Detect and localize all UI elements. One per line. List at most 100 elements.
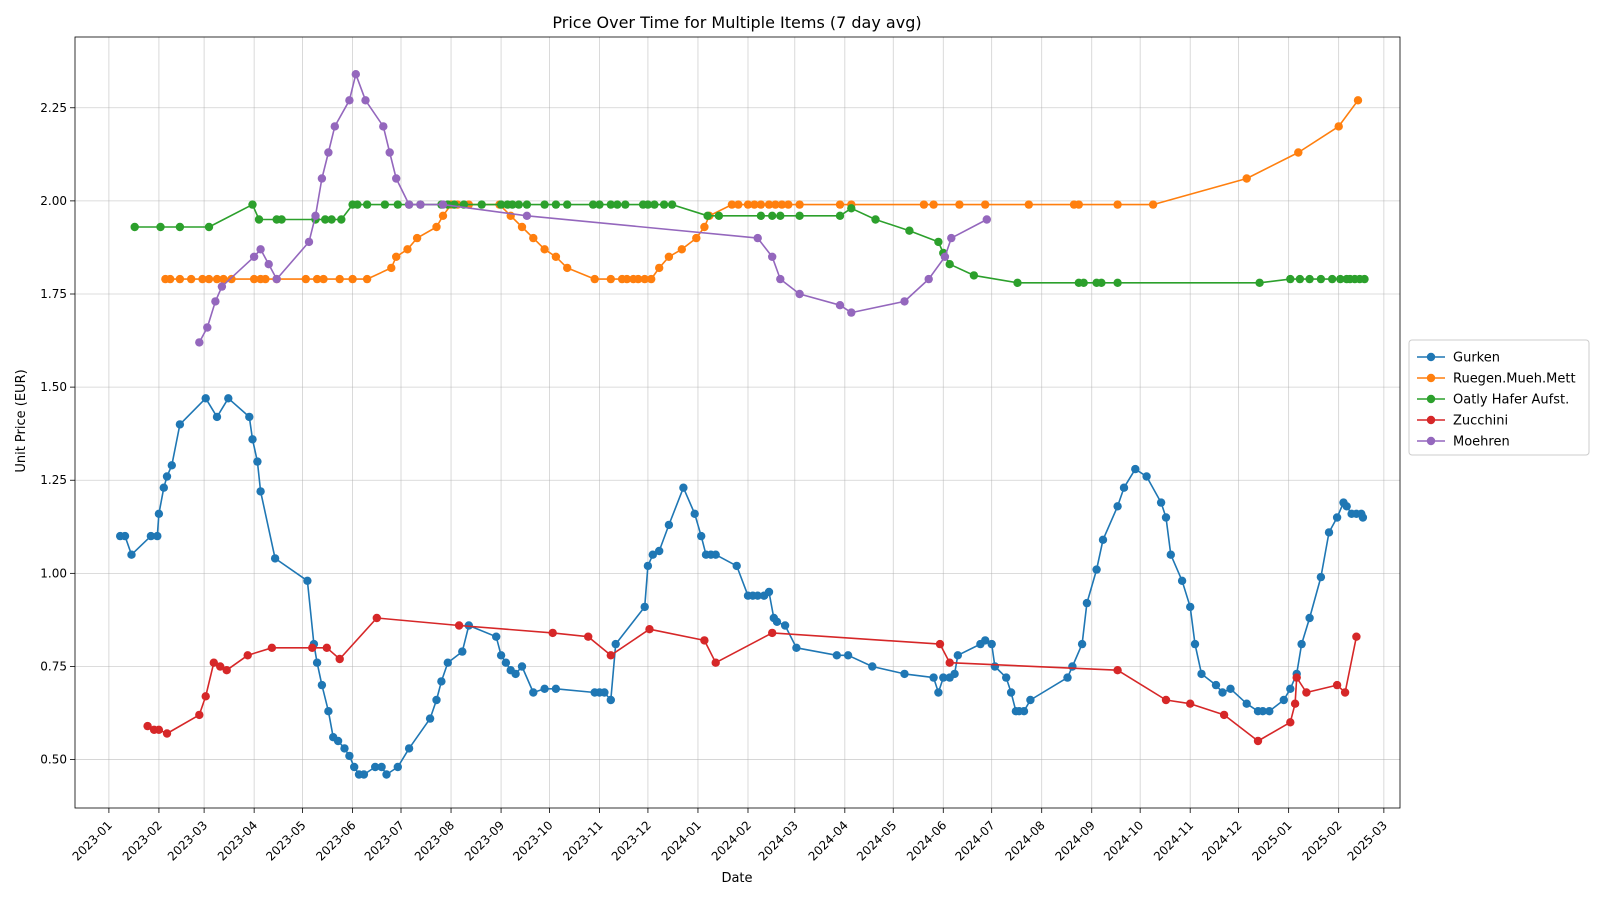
data-point	[382, 770, 391, 779]
data-point	[929, 200, 938, 209]
data-point	[835, 301, 845, 310]
y-tick-label: 0.75	[40, 659, 67, 673]
data-point	[156, 222, 165, 232]
y-axis-ticks: 0.50 0.75 1.00 1.25 1.50 1.75 2.00 2.25	[40, 101, 75, 767]
data-point	[1002, 673, 1011, 682]
data-point	[750, 200, 759, 209]
data-point	[403, 245, 412, 254]
data-point	[1286, 718, 1295, 727]
data-point	[1286, 684, 1295, 693]
data-point	[1297, 639, 1306, 649]
data-point	[969, 271, 979, 280]
data-point	[643, 200, 653, 209]
data-point	[1211, 680, 1221, 690]
data-point	[387, 263, 396, 273]
data-point	[330, 122, 339, 131]
data-point	[795, 211, 804, 220]
data-point	[847, 204, 856, 213]
data-point	[1113, 200, 1122, 209]
data-point	[1305, 613, 1314, 623]
data-point	[1290, 699, 1300, 708]
y-axis-title: Unit Price (EUR)	[14, 369, 29, 472]
data-point	[679, 483, 688, 492]
data-point	[130, 222, 139, 232]
data-point	[768, 628, 777, 638]
data-point	[611, 639, 620, 649]
data-point	[245, 412, 254, 422]
data-point	[359, 770, 369, 779]
series-line	[165, 99, 1359, 280]
data-point	[496, 651, 506, 660]
y-tick-label: 2.25	[40, 101, 67, 115]
data-point	[1013, 278, 1022, 287]
data-point	[1316, 572, 1326, 582]
data-point	[832, 651, 841, 660]
data-point	[947, 233, 956, 243]
data-point	[955, 200, 964, 209]
data-point	[477, 200, 486, 209]
legend-swatch-marker	[1426, 373, 1436, 383]
data-point	[1148, 200, 1158, 209]
data-point	[404, 744, 414, 753]
data-point	[935, 639, 945, 649]
data-point	[425, 714, 435, 723]
x-axis-title: Date	[721, 871, 752, 886]
data-point	[753, 233, 762, 243]
data-point	[322, 643, 331, 652]
data-point	[924, 274, 933, 284]
legend-swatch-marker	[1426, 436, 1436, 446]
data-point	[1186, 699, 1195, 708]
data-point	[711, 550, 720, 559]
data-point	[1336, 274, 1345, 284]
data-point	[154, 725, 164, 734]
data-point	[522, 211, 532, 220]
data-point	[756, 211, 766, 220]
data-point	[645, 625, 654, 634]
data-point	[317, 174, 327, 183]
data-point	[1352, 632, 1361, 641]
data-point	[454, 621, 464, 630]
data-point	[264, 260, 273, 269]
legend: Gurken Ruegen.Mueh.Mett Oatly Hafer Aufst.…	[1408, 339, 1590, 456]
data-point	[1255, 278, 1264, 287]
data-point	[337, 215, 346, 224]
data-point	[256, 245, 265, 254]
data-point	[1161, 513, 1171, 522]
data-point	[312, 658, 322, 667]
data-point	[1324, 528, 1334, 537]
data-point	[362, 200, 372, 209]
data-point	[1353, 96, 1363, 105]
data-point	[622, 274, 632, 284]
data-point	[1026, 695, 1035, 705]
data-point	[905, 226, 914, 235]
data-point	[1340, 688, 1350, 697]
data-point	[1098, 535, 1108, 544]
data-point	[222, 666, 231, 675]
data-point	[1006, 688, 1016, 697]
legend-box	[1408, 339, 1590, 456]
data-point	[416, 200, 425, 209]
data-point	[756, 200, 766, 209]
data-point	[1218, 688, 1227, 697]
data-point	[1358, 513, 1368, 522]
data-point	[1131, 464, 1140, 474]
data-point	[634, 274, 643, 284]
series-gurken	[116, 394, 1368, 779]
data-point	[324, 707, 333, 716]
data-point	[606, 695, 615, 705]
data-point	[517, 662, 527, 671]
legend-label: Ruegen.Mueh.Mett	[1453, 372, 1576, 387]
data-point	[450, 200, 459, 209]
data-point	[127, 550, 136, 559]
data-point	[664, 520, 674, 530]
data-point	[412, 233, 422, 243]
y-tick-label: 2.00	[40, 194, 67, 208]
data-point	[743, 200, 753, 209]
data-point	[159, 483, 168, 492]
legend-label: Oatly Hafer Aufst.	[1453, 393, 1569, 408]
data-point	[692, 233, 701, 243]
data-point	[1294, 148, 1303, 157]
data-point	[732, 561, 741, 571]
data-point	[248, 200, 257, 209]
data-point	[1279, 695, 1289, 705]
